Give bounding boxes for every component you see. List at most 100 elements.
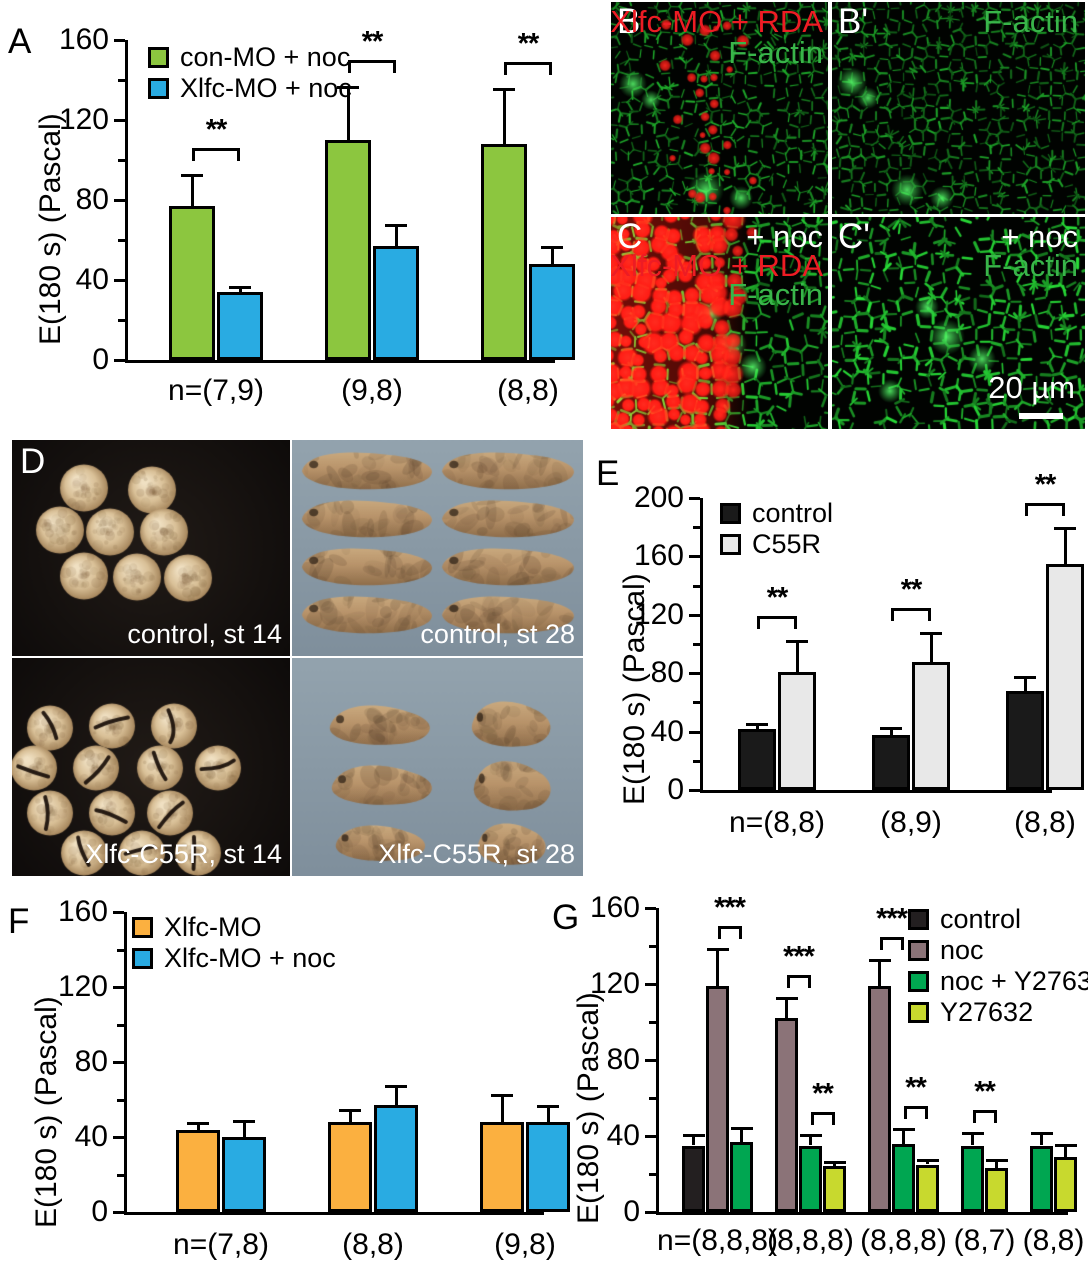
panel-f-legend-swatch-icon	[132, 917, 153, 938]
error-bar	[902, 1128, 905, 1144]
error-bar	[785, 997, 788, 1019]
error-bar-cap	[775, 997, 798, 1001]
y-tick-major	[645, 907, 656, 910]
panel-f-legend: Xlfc-MO Xlfc-MO + noc	[132, 914, 336, 976]
y-tick-major	[689, 555, 700, 559]
significance-bracket	[810, 1112, 835, 1126]
x-group-label: n=(8,8,8)	[657, 1224, 778, 1257]
panel-e: E E(180 s) (Pascal) 0 40 80 120 160 200 ** ** **…	[590, 440, 1088, 880]
significance-bracket	[1025, 503, 1065, 517]
bar	[892, 1143, 915, 1212]
error-bar-cap	[1030, 1132, 1053, 1136]
y-tick-minor	[117, 948, 124, 952]
error-bar-cap	[233, 1120, 255, 1124]
error-bar-cap	[491, 1093, 513, 1097]
significance-label: **	[974, 1076, 996, 1109]
bar	[1030, 1145, 1053, 1212]
error-bar-cap	[385, 1084, 407, 1088]
x-group-label: (8,8)	[342, 1228, 404, 1261]
y-tick-minor	[649, 945, 656, 948]
bar	[176, 1129, 220, 1212]
error-bar-cap	[337, 86, 359, 89]
x-group-label: (8,8)	[1014, 806, 1076, 839]
error-bar	[546, 1105, 550, 1122]
y-tick-major	[113, 986, 124, 989]
panel-f-legend-label: Xlfc-MO + noc	[164, 943, 336, 973]
panel-g-legend-row: Y27632	[908, 999, 1088, 1026]
panel-g-legend-label: noc	[940, 935, 984, 965]
bar	[1054, 1156, 1077, 1212]
panel-g-label: G	[552, 898, 580, 937]
panel-b-green-label: F-actin	[728, 35, 823, 70]
significance-label: **	[361, 26, 384, 58]
error-bar	[971, 1132, 974, 1146]
y-tick-minor	[117, 1098, 124, 1102]
error-bar	[1023, 676, 1027, 691]
error-bar-cap	[880, 727, 902, 731]
y-tick-label: 120	[589, 967, 640, 1000]
y-tick-major	[114, 199, 125, 202]
panel-cprime-image: C' + noc F-actin 20 µm	[832, 217, 1085, 429]
y-tick-major	[689, 497, 700, 500]
error-bar-cap	[799, 1134, 822, 1138]
panel-cprime-scalebar-label: 20 µm	[988, 370, 1075, 405]
significance-bracket	[891, 608, 931, 622]
error-bar-cap	[730, 1126, 753, 1130]
bar	[823, 1166, 846, 1212]
panel-f-ylabel: E(180 s) (Pascal)	[30, 996, 63, 1228]
error-bar-cap	[181, 174, 203, 177]
error-bar	[238, 286, 242, 292]
y-tick-label: 0	[667, 773, 684, 806]
y-tick-label: 40	[74, 1120, 108, 1153]
error-bar-cap	[892, 1128, 915, 1132]
error-bar	[190, 174, 194, 206]
y-tick-label: 40	[606, 1119, 640, 1152]
y-tick-label: 80	[74, 1045, 108, 1078]
y-tick-major	[114, 39, 125, 42]
y-tick-minor	[118, 239, 125, 242]
panel-g-legend-swatch-icon	[908, 1002, 929, 1023]
error-bar-cap	[746, 722, 768, 726]
panel-g-legend-swatch-icon	[908, 940, 929, 961]
panel-e-chart: 0 40 80 120 160 200 ** ** ** n=(8,8) (8,9) (8,8)	[634, 469, 1084, 839]
panel-g-legend-swatch-icon	[908, 971, 929, 992]
significance-bracket	[757, 615, 797, 629]
significance-bracket	[348, 60, 396, 73]
bar	[738, 728, 776, 790]
error-bar	[809, 1134, 812, 1146]
y-tick-minor	[117, 1173, 124, 1177]
error-bar	[929, 632, 933, 662]
panel-f-legend-row: Xlfc-MO	[132, 914, 336, 941]
y-tick-major	[645, 983, 656, 986]
bar	[373, 246, 419, 360]
error-bar	[1063, 527, 1067, 564]
panel-e-legend-label: control	[752, 498, 834, 528]
panel-f-legend-swatch-icon	[132, 948, 153, 969]
panel-d-label: D	[20, 442, 46, 481]
panel-g: G E(180 s) (Pascal) 0 40 80 120 160 *** *** ** *…	[548, 891, 1088, 1280]
error-bar-cap	[706, 947, 729, 951]
y-axis	[700, 498, 703, 792]
error-bar-cap	[920, 632, 942, 636]
bar	[912, 661, 950, 790]
error-bar	[692, 1134, 695, 1146]
panel-cprime-label: C'	[838, 217, 870, 256]
significance-bracket	[879, 937, 904, 951]
significance-bracket	[717, 925, 742, 939]
y-tick-major	[645, 1135, 656, 1138]
panel-e-label: E	[596, 454, 620, 493]
y-axis	[125, 40, 128, 362]
x-group-label: (8,8)	[497, 374, 559, 407]
error-bar-cap	[985, 1158, 1008, 1162]
panel-e-legend: control C55R	[720, 500, 833, 562]
panel-c-red-label: Xlfc-MO + RDA	[611, 248, 823, 283]
panel-a-legend-row: con-MO + noc	[148, 44, 352, 71]
y-tick-major	[113, 1061, 124, 1064]
panel-a-legend-label: con-MO + noc	[180, 42, 351, 72]
x-group-label: (8,8,8)	[860, 1224, 947, 1257]
error-bar-cap	[339, 1108, 361, 1112]
bar	[529, 264, 575, 360]
error-bar-cap	[493, 88, 515, 91]
panel-a-legend-label: Xlfc-MO + noc	[180, 73, 352, 103]
y-tick-major	[113, 1211, 124, 1214]
